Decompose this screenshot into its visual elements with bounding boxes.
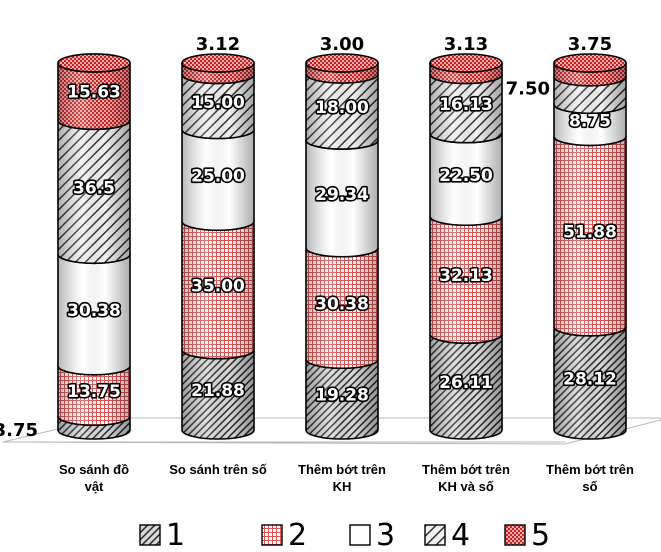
data-label: 28.12 — [563, 369, 617, 389]
data-label: 13.75 — [67, 382, 121, 402]
bar-top-cap — [181, 53, 255, 73]
legend-item-3: 3 — [349, 518, 395, 552]
legend-item-2: 2 — [261, 518, 307, 552]
data-label: 51.88 — [563, 223, 617, 243]
bar-segment-s3 — [181, 129, 255, 232]
legend-label: 4 — [451, 518, 470, 552]
bar-segment-s2 — [553, 136, 627, 337]
legend-item-4: 4 — [424, 518, 470, 552]
legend-item-1: 1 — [139, 518, 185, 552]
legend-label: 1 — [166, 518, 185, 552]
bar-segment-s1 — [305, 359, 379, 440]
bar-segment-s1 — [553, 326, 627, 440]
legend-swatch — [349, 524, 371, 546]
bar-segment-s3 — [553, 104, 627, 147]
bar-segment-s4 — [305, 73, 379, 150]
legend-item-5: 5 — [504, 518, 550, 552]
bar-segment-s3 — [429, 133, 503, 227]
bar-segment-s3 — [305, 139, 379, 258]
bar-top-cap — [553, 53, 627, 73]
data-label: 3.75 — [568, 34, 612, 55]
data-label: 8.75 — [569, 111, 611, 131]
bar-top-cap — [429, 53, 503, 73]
bar-1: 3.75 13.75 30.38 36.5 15.63 — [0, 53, 131, 441]
bar-group: 3.75 13.75 30.38 36.5 15.63 21.88 35.00 25.00 15… — [0, 53, 627, 441]
data-label: 7.50 — [506, 79, 550, 100]
legend-swatch — [504, 524, 526, 546]
data-label: 25.00 — [191, 166, 245, 186]
data-label: 29.34 — [315, 185, 369, 205]
data-label: 36.5 — [73, 178, 115, 198]
data-label: 19.28 — [315, 386, 369, 406]
category-axis: So sánh đồ vật So sánh trên số Thêm bớt trê… — [59, 462, 634, 494]
data-label: 26.11 — [439, 373, 493, 393]
legend-swatch — [139, 524, 161, 546]
bar-segment-s2 — [429, 216, 503, 344]
bar-segment-s4 — [553, 76, 627, 115]
data-label: 15.63 — [67, 83, 121, 103]
data-label: 30.38 — [315, 294, 369, 314]
data-label: 3.13 — [444, 34, 488, 55]
top-label-group: 3.12 3.00 3.13 3.75 — [196, 34, 612, 55]
data-label: 18.00 — [315, 98, 369, 118]
legend-swatch — [424, 524, 446, 546]
category-label: Thêm bớt trên KH và số — [422, 462, 510, 494]
data-label: 22.50 — [439, 166, 493, 186]
bar-2: 21.88 35.00 25.00 15.00 — [181, 53, 255, 440]
bar-4: 26.11 32.13 22.50 16.13 — [429, 53, 503, 440]
category-label: Thêm bớt trên KH — [298, 462, 386, 494]
legend-label: 3 — [376, 518, 395, 552]
legend-label: 2 — [288, 518, 307, 552]
legend-label: 5 — [531, 518, 550, 552]
data-label: 3.00 — [320, 34, 364, 55]
data-label: 35.00 — [191, 276, 245, 296]
bar-3: 19.28 30.38 29.34 18.00 — [305, 53, 379, 440]
category-label: So sánh đồ vật — [59, 462, 129, 494]
category-label: So sánh trên số — [169, 462, 267, 477]
bar-segment-s4 — [429, 74, 503, 144]
data-label: 3.75 — [0, 420, 38, 441]
bar-5: 28.12 51.88 8.75 7.50 — [506, 53, 627, 440]
category-label: Thêm bớt trên số — [546, 462, 634, 494]
bar-segment-s4 — [181, 74, 255, 140]
data-label: 21.88 — [191, 381, 245, 401]
bar-segment-s2 — [305, 247, 379, 370]
legend-swatch — [261, 524, 283, 546]
data-label: 15.00 — [191, 93, 245, 113]
bar-top-cap — [305, 53, 379, 73]
bar-segment-s1 — [429, 333, 503, 440]
data-label: 30.38 — [67, 301, 121, 321]
data-label: 32.13 — [439, 266, 493, 286]
bar-segment-s3 — [57, 254, 131, 376]
data-label: 16.13 — [439, 95, 493, 115]
bar-segment-s2 — [57, 365, 131, 427]
bar-top-cap — [57, 53, 131, 73]
legend: 1 2 3 4 5 — [139, 518, 550, 552]
data-label: 3.12 — [196, 34, 240, 55]
